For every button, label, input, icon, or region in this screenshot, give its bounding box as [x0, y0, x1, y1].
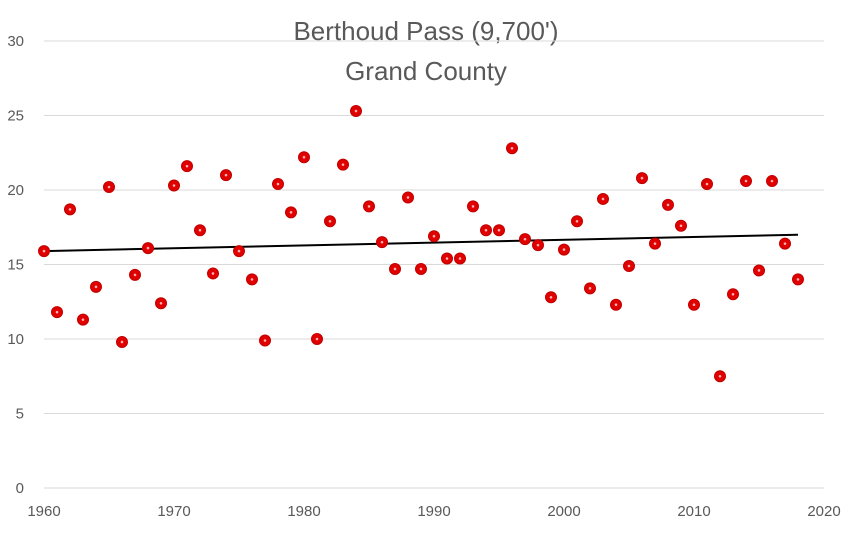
- data-point-highlight: [497, 228, 501, 232]
- data-points: [38, 105, 804, 383]
- y-tick-label: 25: [7, 108, 24, 125]
- data-point-highlight: [276, 182, 280, 186]
- y-tick-label: 20: [7, 182, 24, 199]
- x-tick-label: 1980: [287, 503, 320, 520]
- data-point-highlight: [159, 301, 163, 305]
- data-point-highlight: [731, 293, 735, 296]
- y-axis-ticks: 0 5 10 15 20 25 30: [7, 33, 24, 497]
- data-point-highlight: [289, 211, 293, 214]
- data-point-highlight: [237, 249, 241, 253]
- gridlines: [44, 40, 824, 489]
- data-point-highlight: [588, 287, 592, 290]
- data-point-highlight: [614, 303, 618, 307]
- data-point-highlight: [562, 248, 566, 251]
- data-point-highlight: [81, 318, 85, 321]
- data-point-highlight: [42, 249, 46, 253]
- data-point-highlight: [692, 303, 696, 307]
- data-point-highlight: [484, 228, 488, 232]
- data-point-highlight: [263, 339, 267, 342]
- data-point-highlight: [406, 196, 410, 199]
- x-tick-label: 2000: [547, 503, 580, 520]
- data-point-highlight: [471, 205, 475, 208]
- data-point-highlight: [380, 240, 384, 244]
- data-point-highlight: [172, 184, 176, 187]
- x-axis-ticks: 1960 1970 1980 1990 2000 2010 2020: [27, 503, 840, 520]
- x-tick-label: 2020: [807, 503, 840, 520]
- data-point-highlight: [68, 208, 72, 211]
- data-point-highlight: [55, 310, 59, 314]
- data-point-highlight: [341, 163, 345, 166]
- data-point-highlight: [458, 257, 462, 260]
- data-point-highlight: [419, 267, 423, 271]
- data-point-highlight: [445, 257, 449, 260]
- data-point-highlight: [627, 264, 631, 268]
- data-point-highlight: [328, 219, 332, 223]
- data-point-highlight: [575, 219, 579, 223]
- y-tick-label: 5: [16, 406, 24, 423]
- data-point-highlight: [640, 176, 644, 180]
- data-point-highlight: [94, 285, 98, 289]
- data-point-highlight: [198, 228, 202, 232]
- trendline-layer: [43, 233, 799, 253]
- data-point-highlight: [224, 173, 228, 177]
- data-point-highlight: [536, 243, 540, 247]
- x-tick-label: 2010: [677, 503, 710, 520]
- data-point-highlight: [718, 374, 722, 378]
- x-tick-label: 1960: [27, 503, 60, 520]
- chart-subtitle: Grand County: [345, 56, 507, 86]
- data-point-highlight: [432, 234, 436, 238]
- data-point-highlight: [107, 185, 111, 189]
- data-point-highlight: [185, 164, 189, 168]
- data-point-highlight: [770, 179, 774, 183]
- y-tick-label: 10: [7, 331, 24, 348]
- data-point-highlight: [133, 273, 137, 277]
- x-tick-label: 1990: [417, 503, 450, 520]
- data-point-highlight: [666, 203, 670, 207]
- data-point-highlight: [783, 242, 787, 245]
- data-point-highlight: [601, 197, 605, 201]
- data-point-highlight: [302, 155, 306, 159]
- data-point-highlight: [510, 146, 514, 150]
- data-point-highlight: [523, 237, 527, 241]
- data-point-highlight: [757, 269, 761, 272]
- y-tick-label: 0: [16, 480, 24, 497]
- data-point-highlight: [744, 179, 748, 183]
- trendline: [43, 233, 799, 253]
- data-point-highlight: [120, 340, 124, 344]
- data-point-highlight: [393, 267, 397, 271]
- data-point-highlight: [653, 242, 657, 245]
- data-point-highlight: [679, 224, 683, 228]
- data-point-highlight: [796, 278, 800, 281]
- data-point-highlight: [211, 272, 215, 275]
- data-point-highlight: [146, 246, 150, 250]
- y-tick-label: 30: [7, 33, 24, 50]
- x-tick-label: 1970: [157, 503, 190, 520]
- data-point-highlight: [549, 295, 553, 299]
- data-point-highlight: [250, 278, 254, 281]
- data-point-highlight: [367, 205, 371, 208]
- data-point-highlight: [354, 109, 358, 113]
- data-point-highlight: [705, 182, 709, 186]
- y-tick-label: 15: [7, 257, 24, 274]
- data-point-highlight: [315, 337, 319, 341]
